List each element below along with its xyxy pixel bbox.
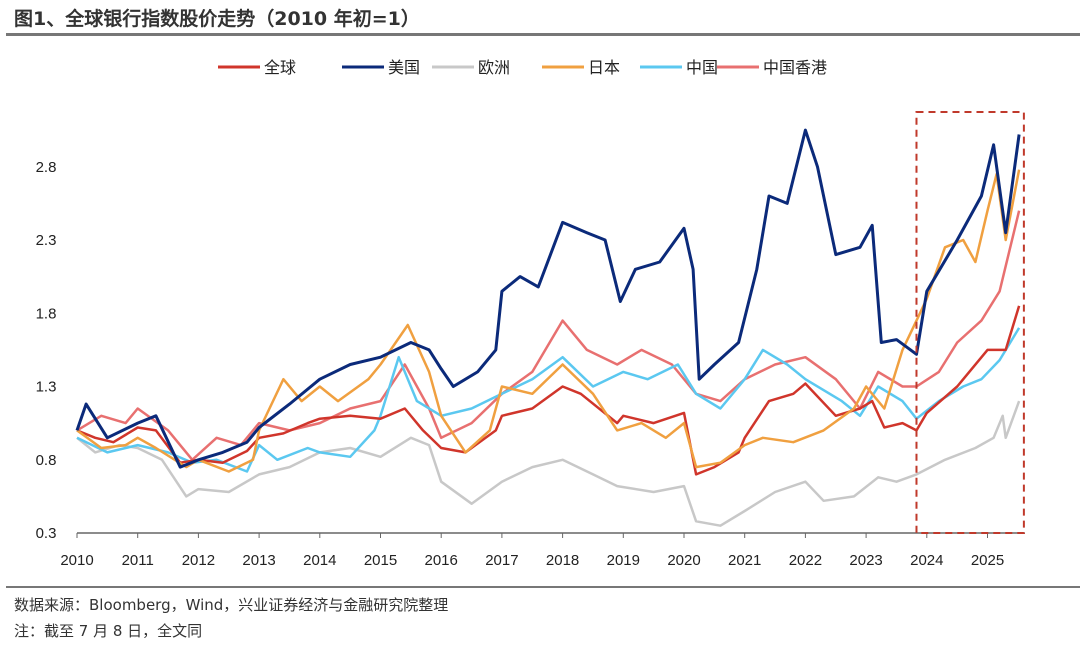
legend-label: 中国香港	[763, 58, 827, 77]
axes: 2010 2011 2012 2013 2014 2015 2016 2017 2018 2019…	[36, 159, 1025, 569]
y-tick-label: 1.3	[36, 379, 57, 396]
x-tick-label: 2024	[910, 552, 943, 569]
y-tick-label: 2.8	[36, 159, 57, 176]
legend-label: 中国	[686, 58, 718, 77]
legend-label: 日本	[588, 58, 620, 77]
highlight-box	[915, 111, 1025, 534]
y-tick-label: 2.3	[36, 232, 57, 249]
x-tick-label: 2016	[425, 552, 458, 569]
x-tick-label: 2022	[789, 552, 822, 569]
series-line-5	[76, 210, 1021, 462]
series-line-1	[75, 128, 1021, 469]
legend-label: 欧洲	[478, 58, 510, 77]
x-tick-label: 2010	[60, 552, 93, 569]
legend: 全球 美国 欧洲 日本 中国 中国香港	[218, 58, 827, 77]
source-note: 数据来源：Bloomberg，Wind，兴业证券经济与金融研究院整理	[14, 596, 449, 614]
x-tick-label: 2011	[122, 552, 154, 569]
x-tick-label: 2018	[546, 552, 579, 569]
title-divider	[6, 33, 1080, 36]
legend-label: 美国	[388, 58, 420, 77]
y-tick-label: 0.3	[36, 525, 57, 542]
footer-divider	[6, 586, 1080, 588]
x-tick-label: 2017	[485, 552, 518, 569]
x-tick-label: 2014	[303, 552, 336, 569]
legend-label: 全球	[264, 58, 296, 77]
x-tick-label: 2023	[849, 552, 882, 569]
x-tick-label: 2013	[242, 552, 275, 569]
y-tick-label: 0.8	[36, 452, 57, 469]
x-tick-label: 2015	[364, 552, 397, 569]
series-line-2	[76, 400, 1021, 527]
figure-title: 图1、全球银行指数股价走势（2010 年初=1）	[14, 8, 420, 30]
series-line-3	[76, 169, 1021, 473]
footnote: 注：截至 7 月 8 日，全文同	[14, 622, 203, 640]
x-tick-label: 2021	[728, 552, 761, 569]
y-tick-label: 1.8	[36, 305, 57, 322]
x-tick-label: 2019	[607, 552, 640, 569]
series-lines	[75, 128, 1021, 527]
series-line-0	[76, 305, 1021, 476]
highlight-box-rect	[915, 111, 1025, 534]
x-tick-label: 2020	[667, 552, 700, 569]
x-tick-label: 2012	[182, 552, 215, 569]
x-tick-label: 2025	[971, 552, 1004, 569]
